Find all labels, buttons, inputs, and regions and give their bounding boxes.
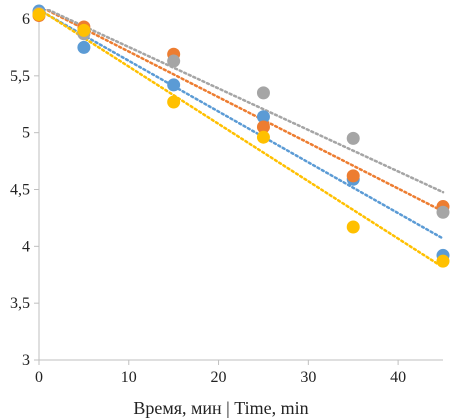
data-point-series-2 [256, 120, 270, 134]
x-axis-title: Время, мин | Time, min [133, 398, 308, 418]
trendlines [39, 9, 445, 269]
data-point-series-3 [256, 86, 270, 100]
data-point-series-1 [77, 40, 91, 54]
tick-labels: 3 3,5 4 4,5 5 5,5 6 0 10 20 30 40 [10, 11, 406, 386]
y-tick-label: 5,5 [10, 68, 30, 85]
data-point-series-3 [436, 205, 450, 219]
trendline-series-3 [43, 9, 445, 194]
data-point-series-3 [346, 131, 360, 145]
axes [34, 18, 443, 365]
y-tick-label: 3,5 [10, 295, 30, 312]
data-point-series-4 [167, 95, 181, 109]
y-tick-label: 4 [22, 238, 30, 255]
y-tick-label: 5 [22, 125, 30, 142]
y-tick-label: 3 [22, 352, 30, 369]
data-point-series-3 [167, 54, 181, 68]
x-tick-label: 20 [211, 369, 227, 386]
x-tick-label: 0 [35, 369, 43, 386]
data-point-series-4 [256, 130, 270, 144]
data-point-series-4 [77, 23, 91, 37]
data-point-series-4 [436, 254, 450, 268]
data-point-series-1 [167, 78, 181, 92]
data-point-series-1 [256, 110, 270, 124]
trendline-series-2 [42, 9, 445, 213]
x-tick-label: 40 [390, 369, 406, 386]
y-tick-label: 6 [22, 11, 30, 28]
data-points [32, 4, 450, 268]
y-tick-label: 4,5 [10, 182, 30, 199]
data-point-series-4 [346, 220, 360, 234]
data-point-series-2 [346, 169, 360, 183]
x-tick-label: 10 [121, 369, 137, 386]
trendline-series-1 [39, 9, 445, 240]
x-tick-label: 30 [300, 369, 316, 386]
data-point-series-4 [32, 7, 46, 21]
trendline-series-4 [39, 9, 445, 269]
